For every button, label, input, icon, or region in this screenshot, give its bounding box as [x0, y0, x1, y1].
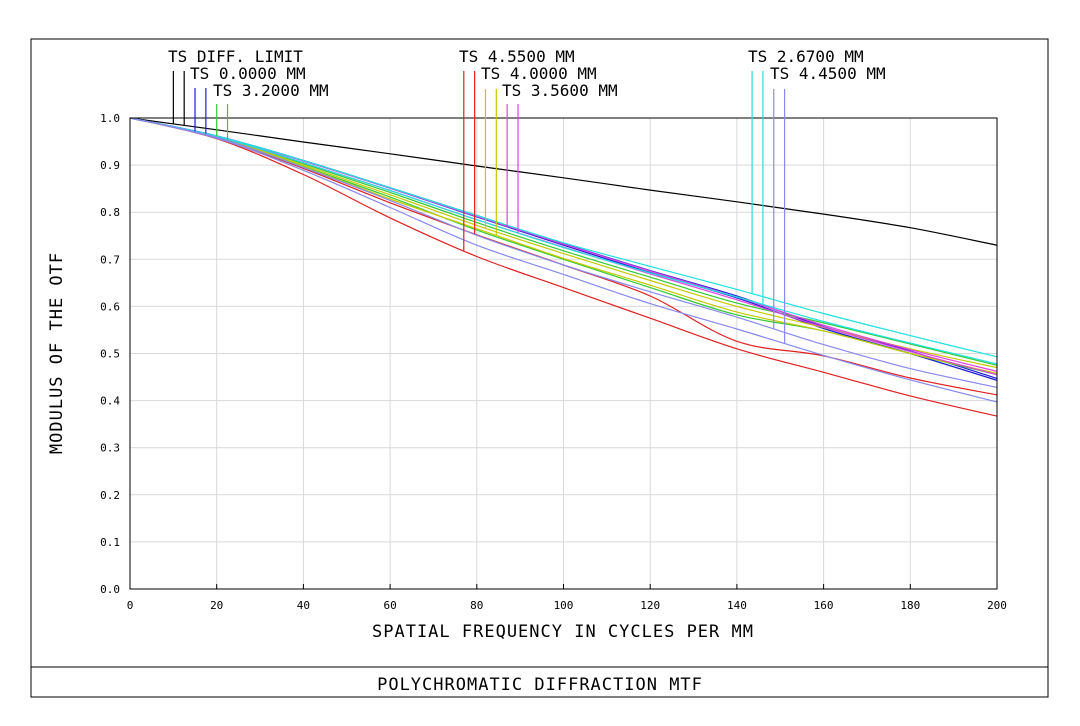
chart-title: POLYCHROMATIC DIFFRACTION MTF — [377, 675, 703, 695]
series-curves — [129, 117, 998, 417]
legend-label-ts-4-5500-mm: TS 4.5500 MM — [459, 47, 575, 66]
series-line-ts-2-6700-mm-sagittal — [129, 117, 998, 365]
y-axis-title: MODULUS OF THE OTF — [47, 252, 67, 454]
y-tick-label: 0.5 — [100, 348, 120, 361]
series-line-ts-4-4500-mm-tangential — [129, 117, 998, 388]
y-tick-label: 0.6 — [100, 300, 120, 313]
series-line-ts-4-5500-mm-tangential — [129, 117, 998, 417]
legend-label-ts-3-5600-mm: TS 3.5600 MM — [502, 81, 618, 100]
y-tick-label: 0.2 — [100, 489, 120, 502]
x-tick-label: 0 — [127, 599, 134, 612]
x-tick-label: 120 — [640, 599, 660, 612]
y-tick-label: 0.9 — [100, 159, 120, 172]
legend-label-ts-diff-limit: TS DIFF. LIMIT — [168, 47, 303, 66]
y-tick-label: 0.1 — [100, 536, 120, 549]
y-tick-label: 0.0 — [100, 583, 120, 596]
legend-label-ts-4-4500-mm: TS 4.4500 MM — [770, 64, 886, 83]
y-tick-label: 0.4 — [100, 395, 120, 408]
series-line-ts-3-2000-mm-tangential — [129, 117, 998, 366]
y-tick-label: 0.8 — [100, 206, 120, 219]
series-line-ts-diff-limit-tangential — [129, 117, 998, 246]
series-line-ts-4-0000-mm-tangential — [129, 117, 998, 369]
x-tick-label: 140 — [727, 599, 747, 612]
y-tick-label: 0.3 — [100, 442, 120, 455]
legend-label-ts-4-0000-mm: TS 4.0000 MM — [481, 64, 597, 83]
x-tick-label: 80 — [470, 599, 483, 612]
legend-markers — [172, 71, 786, 344]
x-tick-label: 160 — [814, 599, 834, 612]
x-tick-label: 20 — [210, 599, 223, 612]
x-tick-label: 180 — [900, 599, 920, 612]
series-line-ts-4-4500-mm-sagittal — [129, 117, 998, 403]
x-axis-title: SPATIAL FREQUENCY IN CYCLES PER MM — [372, 622, 754, 642]
x-tick-label: 60 — [383, 599, 396, 612]
grid-lines — [129, 117, 998, 590]
tick-labels: 0 20 40 60 80 100 120 140 160 180 200 0.0 0.1 0.2 0.3 0… — [100, 112, 1007, 612]
plot-frame — [129, 117, 998, 590]
y-tick-label: 1.0 — [100, 112, 120, 125]
series-line-ts-2-6700-mm-tangential — [129, 117, 998, 358]
x-tick-label: 100 — [554, 599, 574, 612]
x-tick-label: 200 — [987, 599, 1007, 612]
legend-label-ts-0-0000-mm: TS 0.0000 MM — [190, 64, 306, 83]
outer-frame — [30, 38, 1049, 698]
legend-label-ts-2-6700-mm: TS 2.6700 MM — [748, 47, 864, 66]
x-tick-label: 40 — [297, 599, 310, 612]
legend-label-ts-3-2000-mm: TS 3.2000 MM — [213, 81, 329, 100]
y-tick-label: 0.7 — [100, 253, 120, 266]
